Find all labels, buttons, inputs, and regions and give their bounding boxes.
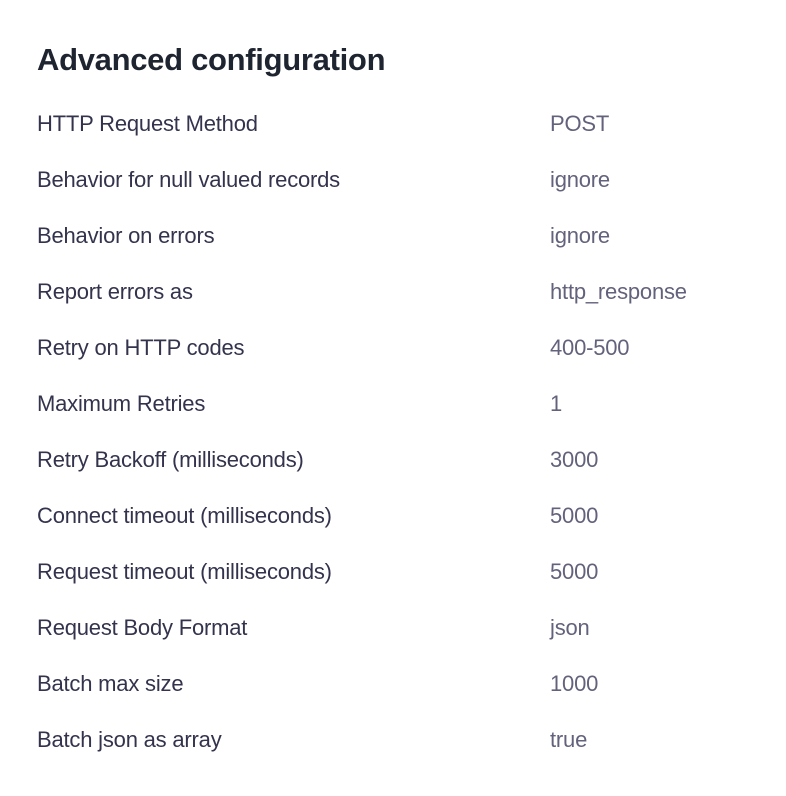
config-row-value: ignore xyxy=(550,223,610,248)
config-row: Batch max size 1000 xyxy=(37,656,749,712)
config-row-value: 3000 xyxy=(550,447,599,472)
config-row-label: Behavior on errors xyxy=(37,223,215,248)
config-row: Request Body Format json xyxy=(37,600,749,656)
config-row-value: 400-500 xyxy=(550,335,630,360)
config-row: Retry on HTTP codes 400-500 xyxy=(37,320,749,376)
config-row-value: json xyxy=(550,615,590,640)
config-row-value: 1000 xyxy=(550,671,599,696)
config-row-label: HTTP Request Method xyxy=(37,111,258,136)
config-row-value: true xyxy=(550,727,588,752)
config-row-label: Batch json as array xyxy=(37,727,222,752)
config-row-label: Report errors as xyxy=(37,279,193,304)
config-row: Behavior on errors ignore xyxy=(37,208,749,264)
config-row-value: 5000 xyxy=(550,559,599,584)
config-row-value: ignore xyxy=(550,167,610,192)
config-row: Maximum Retries 1 xyxy=(37,376,749,432)
config-row-label: Connect timeout (milliseconds) xyxy=(37,503,332,528)
config-row-value: 5000 xyxy=(550,503,599,528)
config-row: Connect timeout (milliseconds) 5000 xyxy=(37,488,749,544)
config-row-label: Request Body Format xyxy=(37,615,248,640)
config-list: HTTP Request Method POST Behavior for nu… xyxy=(37,96,749,768)
section-title: Advanced configuration xyxy=(37,42,386,77)
panel-content: Advanced configuration HTTP Request Meth… xyxy=(37,42,749,768)
config-row: Retry Backoff (milliseconds) 3000 xyxy=(37,432,749,488)
config-row-label: Maximum Retries xyxy=(37,391,206,416)
config-row-value: POST xyxy=(550,111,610,136)
config-row-value: http_response xyxy=(550,279,687,304)
config-row: Batch json as array true xyxy=(37,712,749,768)
config-row: Request timeout (milliseconds) 5000 xyxy=(37,544,749,600)
config-row: HTTP Request Method POST xyxy=(37,96,749,152)
config-row: Behavior for null valued records ignore xyxy=(37,152,749,208)
config-row-label: Behavior for null valued records xyxy=(37,167,340,192)
config-row-label: Retry Backoff (milliseconds) xyxy=(37,447,304,472)
config-row-label: Retry on HTTP codes xyxy=(37,335,245,360)
config-row-label: Batch max size xyxy=(37,671,184,696)
config-row-label: Request timeout (milliseconds) xyxy=(37,559,332,584)
config-row-value: 1 xyxy=(550,391,563,416)
config-row: Report errors as http_response xyxy=(37,264,749,320)
